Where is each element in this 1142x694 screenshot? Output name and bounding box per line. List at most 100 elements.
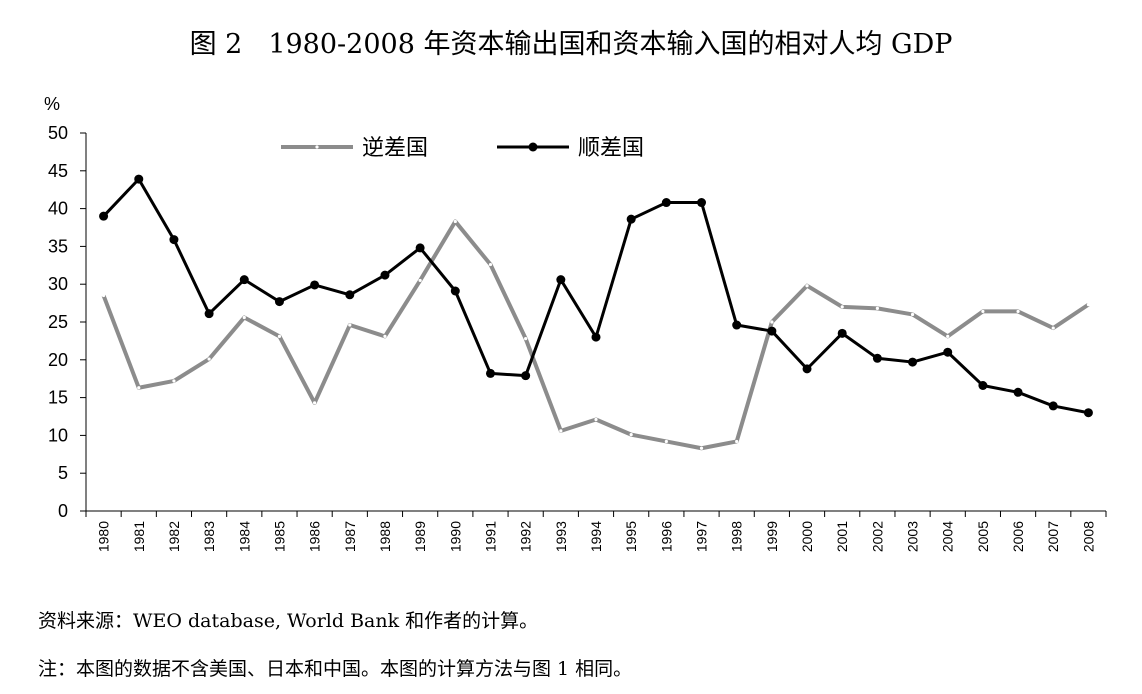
x-tick-label: 1988: [377, 521, 393, 552]
data-point: [137, 386, 141, 390]
data-point: [488, 262, 493, 267]
x-tick-label: 1997: [694, 521, 710, 552]
y-tick-label: 50: [48, 123, 68, 143]
x-tick-label: 1993: [553, 521, 569, 552]
y-tick-label: 15: [48, 388, 68, 408]
x-tick-label: 1983: [201, 521, 217, 552]
data-point: [239, 275, 249, 285]
data-point: [345, 290, 355, 300]
figure-label: 图 2: [189, 29, 243, 60]
data-point: [594, 417, 598, 422]
legend-marker: [528, 142, 538, 152]
data-point: [348, 323, 352, 327]
series-line-1: [102, 177, 1089, 415]
series-layer: [99, 174, 1093, 451]
x-tick-label: 1981: [131, 521, 147, 552]
data-point: [310, 280, 320, 290]
y-tick-label: 25: [48, 312, 68, 332]
x-tick-label: 1998: [729, 521, 745, 552]
data-point: [277, 334, 282, 338]
data-point: [735, 439, 739, 444]
figure-title: 1980-2008 年资本输出国和资本输入国的相对人均 GDP: [268, 29, 953, 60]
data-point: [204, 309, 214, 319]
data-point: [837, 328, 847, 338]
data-point: [556, 275, 566, 285]
data-point: [453, 219, 457, 224]
y-axis-label: %: [44, 94, 60, 114]
data-point: [1016, 309, 1020, 314]
x-tick-label: 1989: [412, 521, 428, 552]
data-point: [872, 353, 882, 363]
y-tick-label: 5: [58, 463, 68, 483]
data-point: [626, 214, 636, 224]
x-tick-label: 1982: [166, 521, 182, 552]
x-tick-label: 1995: [623, 521, 639, 552]
data-point: [418, 278, 422, 283]
data-point: [524, 337, 528, 341]
x-tick-label: 1996: [658, 521, 674, 552]
data-point: [559, 429, 563, 433]
data-point: [910, 312, 915, 317]
x-tick-label: 1987: [342, 521, 358, 552]
data-point: [629, 433, 633, 437]
chart-title: 图 2 1980-2008 年资本输出国和资本输入国的相对人均 GDP: [0, 22, 1142, 61]
x-tick-label: 2007: [1045, 521, 1061, 552]
x-tick-label: 1980: [96, 521, 112, 552]
y-tick-label: 40: [48, 199, 68, 219]
data-point: [805, 284, 809, 288]
data-point: [908, 357, 918, 367]
x-tick-label: 1994: [588, 521, 604, 552]
x-tick-label: 1986: [307, 521, 323, 552]
data-point: [313, 401, 317, 405]
data-point: [383, 334, 387, 338]
data-point: [732, 320, 742, 330]
data-point: [521, 371, 531, 381]
x-tick-label: 2000: [799, 521, 815, 552]
x-tick-label: 2004: [940, 521, 956, 552]
data-point: [207, 357, 211, 361]
source-note: 资料来源：WEO database, World Bank 和作者的计算。: [38, 610, 539, 632]
data-point: [415, 243, 425, 253]
data-point: [1083, 408, 1093, 418]
x-tick-label: 1984: [236, 521, 252, 552]
x-tick-label: 2001: [834, 521, 850, 552]
data-point: [802, 364, 812, 374]
data-point: [946, 334, 950, 338]
x-tick-label: 2006: [1010, 521, 1026, 552]
data-point: [661, 198, 671, 208]
legend-marker: [315, 145, 319, 149]
y-tick-label: 10: [48, 425, 68, 445]
data-point: [840, 305, 844, 309]
data-point: [978, 381, 988, 391]
data-point: [697, 198, 707, 208]
y-tick-label: 20: [48, 350, 68, 370]
data-point: [767, 326, 777, 336]
x-tick-label: 1985: [271, 521, 287, 552]
data-point: [1013, 387, 1023, 397]
data-point: [943, 347, 953, 357]
y-tick-label: 30: [48, 274, 68, 294]
data-point: [1086, 303, 1091, 307]
data-point: [99, 211, 109, 221]
data-point: [172, 379, 176, 383]
y-axis: 0 5 10 15 20 25 30 35 40 45 50%: [44, 94, 87, 521]
data-point: [101, 293, 106, 298]
legend-label-0: 逆差国: [362, 136, 428, 161]
data-point: [770, 320, 774, 324]
x-tick-label: 1999: [764, 521, 780, 552]
x-tick-label: 1992: [518, 521, 534, 552]
x-tick-label: 2008: [1080, 521, 1096, 552]
x-tick-label: 2003: [905, 521, 921, 552]
data-point: [134, 174, 144, 184]
line-chart: 0 5 10 15 20 25 30 35 40 45 50% 1980 1981 1982 1983 19…: [44, 94, 1107, 552]
y-tick-label: 35: [48, 236, 68, 256]
x-tick-label: 1990: [447, 521, 463, 552]
x-tick-label: 2002: [869, 521, 885, 552]
data-point: [699, 446, 704, 450]
footnote: 注：本图的数据不含美国、日本和中国。本图的计算方法与图 1 相同。: [38, 658, 633, 680]
data-point: [274, 297, 284, 307]
y-tick-label: 0: [58, 501, 68, 521]
legend: 逆差国 顺差国: [281, 136, 644, 161]
data-point: [591, 332, 601, 342]
y-tick-label: 45: [48, 161, 68, 181]
